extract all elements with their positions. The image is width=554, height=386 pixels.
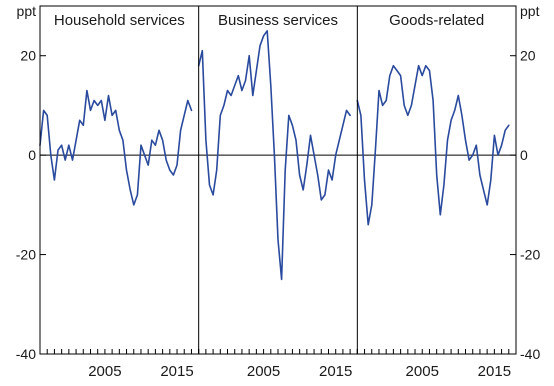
x-tick-label: 2005 (88, 363, 121, 380)
panel-title-2: Business services (218, 12, 338, 29)
y-tick-label-left: 20 (20, 48, 36, 64)
y-tick-label-right: -20 (520, 247, 540, 263)
y-unit-label-left: ppt (17, 3, 37, 19)
y-tick-label-right: 0 (520, 147, 528, 163)
panel-title-1: Household services (54, 12, 185, 29)
y-unit-label-right: ppt (520, 3, 540, 19)
series-line-panel-3 (356, 64, 510, 226)
x-tick-label: 2015 (160, 363, 193, 380)
ticks-layer (39, 55, 517, 355)
y-tick-label-left: 0 (28, 147, 36, 163)
panel-title-3: Goods-related (389, 12, 484, 29)
y-tick-label-right: 20 (520, 48, 536, 64)
x-tick-label: 2005 (406, 363, 439, 380)
series-line-panel-2 (197, 30, 351, 281)
series-line-panel-1 (39, 89, 193, 206)
labels-layer: -40 -40 -20 -20 0 0 20 20 ppt ppt 2005 2015 2005 2015… (16, 3, 541, 380)
x-tick-label: 2015 (319, 363, 352, 380)
x-tick-label: 2015 (478, 363, 511, 380)
x-tick-label: 2005 (247, 363, 280, 380)
y-tick-label-left: -40 (16, 346, 36, 362)
y-tick-label-left: -20 (16, 247, 36, 263)
y-tick-label-right: -40 (520, 346, 540, 362)
series-lines-layer (39, 30, 510, 281)
